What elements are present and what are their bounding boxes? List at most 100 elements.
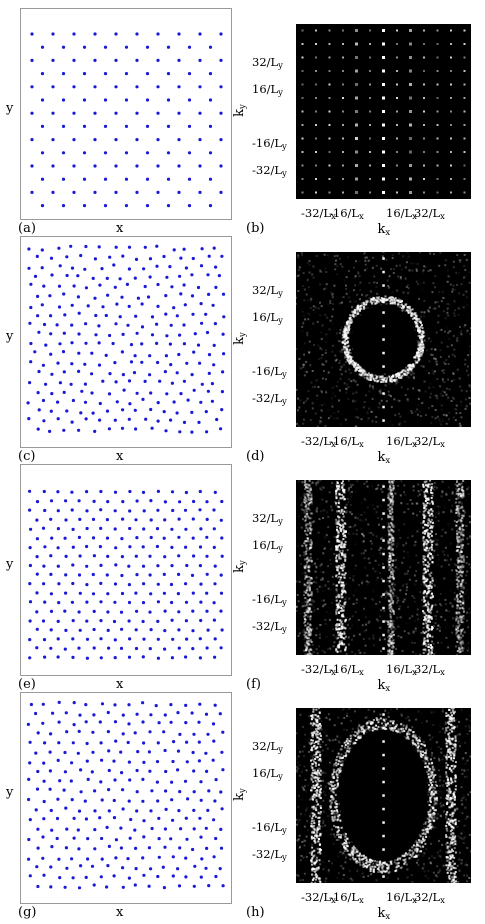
intensity-speck: [303, 354, 305, 356]
particle-dot: [128, 509, 131, 512]
intensity-speck: [429, 253, 431, 255]
particle-dot: [27, 401, 30, 404]
particle-dot: [213, 247, 216, 250]
particle-dot: [108, 427, 111, 430]
intensity-speck: [423, 507, 425, 509]
intensity-speck: [366, 421, 368, 423]
intensity-speck: [402, 544, 404, 546]
intensity-speck: [459, 501, 461, 503]
intensity-speck: [379, 601, 381, 603]
intensity-speck: [447, 303, 449, 305]
particle-dot: [141, 325, 144, 328]
intensity-speck: [340, 525, 342, 527]
ky-tick-label: 32/Ly: [252, 284, 283, 301]
particle-dot: [50, 610, 53, 613]
particle-dot: [57, 546, 60, 549]
particle-dot: [191, 647, 194, 650]
intensity-speck: [353, 289, 355, 291]
particle-dot: [93, 32, 96, 35]
intensity-speck: [400, 377, 402, 379]
intensity-speck: [456, 654, 458, 655]
particle-dot: [214, 322, 217, 325]
intensity-speck: [331, 294, 333, 296]
intensity-speck: [406, 583, 408, 585]
intensity-speck: [338, 486, 340, 488]
intensity-speck: [310, 557, 312, 559]
particle-dot: [78, 536, 81, 539]
particle-dot: [48, 430, 51, 433]
intensity-speck: [446, 559, 448, 561]
intensity-speck: [409, 269, 411, 271]
intensity-speck: [302, 30, 304, 32]
intensity-speck: [296, 581, 297, 583]
particle-dot: [219, 138, 222, 141]
intensity-speck: [313, 266, 315, 268]
particle-dot: [120, 611, 123, 614]
intensity-speck: [450, 138, 452, 140]
intensity-speck: [428, 524, 430, 526]
intensity-speck: [390, 395, 392, 397]
particle-dot: [63, 610, 66, 613]
particle-dot: [105, 354, 108, 357]
particle-dot: [86, 527, 89, 530]
particle-dot: [137, 297, 140, 300]
particle-dot: [134, 518, 137, 521]
intensity-speck: [434, 286, 436, 288]
intensity-speck: [438, 513, 440, 515]
particle-dot: [30, 164, 33, 167]
intensity-speck: [369, 84, 371, 86]
particle-dot: [219, 610, 222, 613]
intensity-speck: [423, 347, 425, 349]
intensity-speck: [431, 549, 433, 551]
intensity-speck: [347, 549, 349, 551]
intensity-speck: [423, 273, 425, 275]
intensity-speck: [407, 388, 409, 390]
intensity-speck: [324, 403, 326, 405]
intensity-speck: [397, 543, 399, 545]
intensity-speck: [418, 318, 420, 320]
intensity-speck: [440, 604, 442, 606]
intensity-speck: [343, 364, 345, 366]
intensity-speck: [329, 491, 331, 493]
intensity-speck: [333, 645, 335, 647]
intensity-speck: [363, 406, 365, 408]
intensity-speck: [312, 564, 314, 566]
intensity-speck: [322, 354, 324, 356]
intensity-speck: [335, 491, 337, 493]
intensity-speck: [307, 582, 309, 584]
particle-dot: [134, 427, 137, 430]
intensity-speck: [448, 363, 450, 365]
intensity-speck: [470, 612, 472, 614]
intensity-speck: [425, 508, 427, 510]
intensity-speck: [330, 415, 332, 417]
intensity-speck: [388, 545, 390, 547]
intensity-speck: [306, 641, 308, 643]
intensity-speck: [426, 542, 428, 544]
intensity-speck: [315, 111, 317, 113]
intensity-speck: [319, 637, 321, 639]
intensity-speck: [407, 311, 409, 313]
particle-dot: [197, 286, 200, 289]
intensity-speck: [464, 363, 466, 365]
intensity-speck: [342, 165, 344, 167]
intensity-speck: [409, 566, 411, 568]
intensity-speck: [396, 165, 398, 167]
intensity-speck: [326, 501, 328, 503]
intensity-speck: [462, 506, 464, 508]
intensity-speck: [425, 482, 427, 484]
intensity-speck: [394, 584, 396, 586]
intensity-speck: [313, 309, 315, 311]
particle-dot: [113, 620, 116, 623]
intensity-speck: [323, 604, 325, 606]
intensity-speck: [431, 535, 433, 537]
intensity-speck: [424, 590, 426, 592]
intensity-speck: [336, 332, 338, 334]
intensity-speck: [386, 396, 388, 398]
particle-dot: [135, 59, 138, 62]
intensity-speck: [342, 337, 344, 339]
particle-dot: [164, 429, 167, 432]
intensity-speck: [381, 391, 383, 393]
intensity-speck: [401, 386, 403, 388]
intensity-speck: [458, 645, 460, 647]
intensity-speck: [307, 626, 309, 628]
